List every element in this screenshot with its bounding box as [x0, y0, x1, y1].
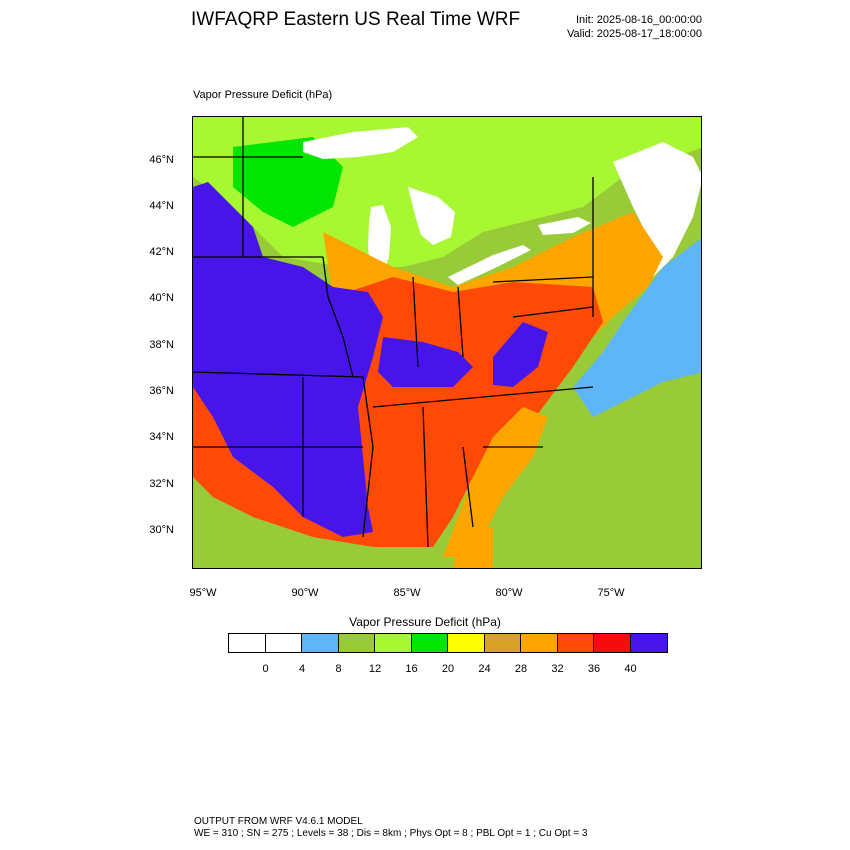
colorbar-tick-label: 24	[478, 663, 491, 675]
southeast-orange-band	[443, 407, 548, 557]
colorbar-tick-label: 36	[587, 663, 601, 675]
lake-huron	[408, 187, 455, 245]
colorbar-swatch	[375, 634, 412, 652]
lon-label-80w: 80°W	[495, 587, 523, 599]
lake-ontario	[538, 217, 591, 235]
gulf-of-mexico	[193, 542, 486, 568]
colorbar-swatch	[265, 634, 302, 652]
new-england-low	[613, 142, 701, 277]
lat-label-36n: 36°N	[149, 385, 174, 397]
colorbar-tick-label: 4	[298, 663, 306, 675]
ohio-valley-purple	[378, 337, 473, 387]
lat-label-30n: 30°N	[149, 524, 174, 536]
lat-label-32n: 32°N	[149, 478, 174, 490]
colorbar-tick-label: 16	[405, 663, 418, 675]
florida-region	[453, 527, 493, 568]
colorbar-tick-label: 28	[514, 663, 528, 675]
valid-time: Valid: 2025-08-17_18:00:00	[567, 28, 702, 40]
colorbar-swatch	[521, 634, 558, 652]
vpd-map	[193, 117, 701, 568]
colorbar-swatch	[338, 634, 375, 652]
appalachia-purple	[493, 322, 548, 387]
colorbar-tick-label: 40	[624, 663, 637, 675]
lat-label-40n: 40°N	[149, 292, 174, 304]
model-footer: OUTPUT FROM WRF V4.6.1 MODEL WE = 310 ; …	[194, 816, 587, 840]
lon-label-95w: 95°W	[189, 587, 217, 599]
colorbar	[228, 633, 668, 653]
colorbar-tick-label: 8	[335, 663, 342, 675]
lon-label-75w: 75°W	[597, 587, 625, 599]
colorbar-tick-label: 32	[551, 663, 564, 675]
run-times: Init: 2025-08-16_00:00:00 Valid: 2025-08…	[567, 13, 702, 41]
colorbar-swatch	[229, 634, 266, 652]
colorbar-swatch	[448, 634, 485, 652]
colorbar-swatch	[411, 634, 448, 652]
atlantic-blue-region	[573, 238, 701, 417]
colorbar-swatch	[594, 634, 631, 652]
colorbar-swatch	[630, 634, 667, 652]
canada-bright-green	[233, 137, 343, 227]
colorbar-tick-label: 20	[441, 663, 455, 675]
lat-label-46n: 46°N	[149, 154, 174, 166]
colorbar-tick-label: 0	[262, 663, 269, 675]
plot-title: IWFAQRP Eastern US Real Time WRF	[191, 9, 521, 30]
colorbar-title: Vapor Pressure Deficit (hPa)	[349, 615, 501, 629]
map-frame	[192, 116, 702, 569]
lake-erie	[448, 245, 531, 285]
colorbar-swatch	[484, 634, 521, 652]
init-time: Init: 2025-08-16_00:00:00	[576, 14, 702, 26]
colorbar-swatch	[302, 634, 339, 652]
lon-label-90w: 90°W	[291, 587, 319, 599]
lat-label-38n: 38°N	[149, 339, 174, 351]
colorbar-tick-label: 12	[368, 663, 382, 675]
lake-superior	[303, 127, 418, 159]
plot-subtitle: Vapor Pressure Deficit (hPa)	[193, 89, 333, 101]
lon-label-85w: 85°W	[393, 587, 421, 599]
footer-model-line: OUTPUT FROM WRF V4.6.1 MODEL	[194, 816, 363, 827]
state-borders	[193, 117, 594, 548]
lat-label-34n: 34°N	[149, 431, 174, 443]
lat-label-44n: 44°N	[149, 200, 174, 212]
footer-config-line: WE = 310 ; SN = 275 ; Levels = 38 ; Dis …	[194, 828, 588, 839]
colorbar-swatch	[557, 634, 594, 652]
lat-label-42n: 42°N	[149, 246, 174, 258]
plains-purple-region	[193, 182, 383, 537]
